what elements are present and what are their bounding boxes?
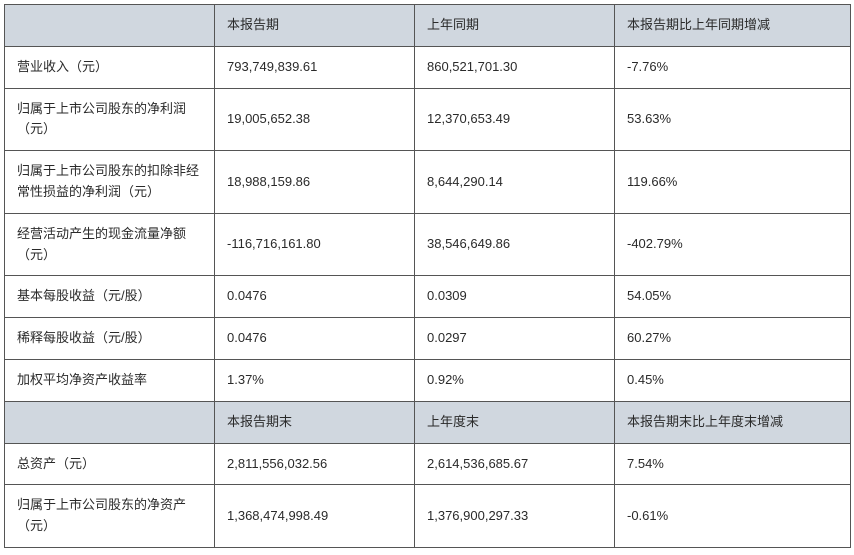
header-end-change: 本报告期末比上年度末增减 [615,401,851,443]
row-label: 稀释每股收益（元/股） [5,318,215,360]
table-row: 基本每股收益（元/股） 0.0476 0.0309 54.05% [5,276,851,318]
table-row: 归属于上市公司股东的净利润（元） 19,005,652.38 12,370,65… [5,88,851,151]
row-value-change: 54.05% [615,276,851,318]
row-value-change: 53.63% [615,88,851,151]
row-value-prior: 0.0297 [415,318,615,360]
header-period-end: 本报告期末 [215,401,415,443]
row-label: 经营活动产生的现金流量净额（元） [5,213,215,276]
row-value-current: -116,716,161.80 [215,213,415,276]
row-value-prior: 0.92% [415,359,615,401]
header-change: 本报告期比上年同期增减 [615,5,851,47]
header-blank [5,5,215,47]
table-row: 经营活动产生的现金流量净额（元） -116,716,161.80 38,546,… [5,213,851,276]
row-value-prior: 38,546,649.86 [415,213,615,276]
row-label: 归属于上市公司股东的净利润（元） [5,88,215,151]
row-value-change: -0.61% [615,485,851,548]
table-body: 本报告期 上年同期 本报告期比上年同期增减 营业收入（元） 793,749,83… [5,5,851,548]
row-value-current: 0.0476 [215,318,415,360]
financial-table: 本报告期 上年同期 本报告期比上年同期增减 营业收入（元） 793,749,83… [4,4,851,548]
header-blank [5,401,215,443]
row-value-current: 18,988,159.86 [215,151,415,214]
row-value-current: 19,005,652.38 [215,88,415,151]
row-value-current: 1.37% [215,359,415,401]
table-row: 稀释每股收益（元/股） 0.0476 0.0297 60.27% [5,318,851,360]
header-prior-period: 上年同期 [415,5,615,47]
row-value-change: 119.66% [615,151,851,214]
header-row-1: 本报告期 上年同期 本报告期比上年同期增减 [5,5,851,47]
row-value-current: 0.0476 [215,276,415,318]
row-value-prior: 860,521,701.30 [415,46,615,88]
header-current-period: 本报告期 [215,5,415,47]
table-row: 加权平均净资产收益率 1.37% 0.92% 0.45% [5,359,851,401]
table-row: 总资产（元） 2,811,556,032.56 2,614,536,685.67… [5,443,851,485]
table-row: 归属于上市公司股东的净资产（元） 1,368,474,998.49 1,376,… [5,485,851,548]
header-row-2: 本报告期末 上年度末 本报告期末比上年度末增减 [5,401,851,443]
row-value-change: -402.79% [615,213,851,276]
row-value-current: 1,368,474,998.49 [215,485,415,548]
row-value-change: 60.27% [615,318,851,360]
row-value-change: 0.45% [615,359,851,401]
row-label: 基本每股收益（元/股） [5,276,215,318]
row-label: 总资产（元） [5,443,215,485]
row-label: 营业收入（元） [5,46,215,88]
table-row: 归属于上市公司股东的扣除非经常性损益的净利润（元） 18,988,159.86 … [5,151,851,214]
row-value-prior: 0.0309 [415,276,615,318]
row-label: 加权平均净资产收益率 [5,359,215,401]
row-value-prior: 2,614,536,685.67 [415,443,615,485]
row-value-prior: 8,644,290.14 [415,151,615,214]
row-value-change: -7.76% [615,46,851,88]
header-prior-year-end: 上年度末 [415,401,615,443]
row-value-current: 2,811,556,032.56 [215,443,415,485]
row-value-prior: 1,376,900,297.33 [415,485,615,548]
row-label: 归属于上市公司股东的净资产（元） [5,485,215,548]
row-value-prior: 12,370,653.49 [415,88,615,151]
table-row: 营业收入（元） 793,749,839.61 860,521,701.30 -7… [5,46,851,88]
row-value-change: 7.54% [615,443,851,485]
row-label: 归属于上市公司股东的扣除非经常性损益的净利润（元） [5,151,215,214]
row-value-current: 793,749,839.61 [215,46,415,88]
